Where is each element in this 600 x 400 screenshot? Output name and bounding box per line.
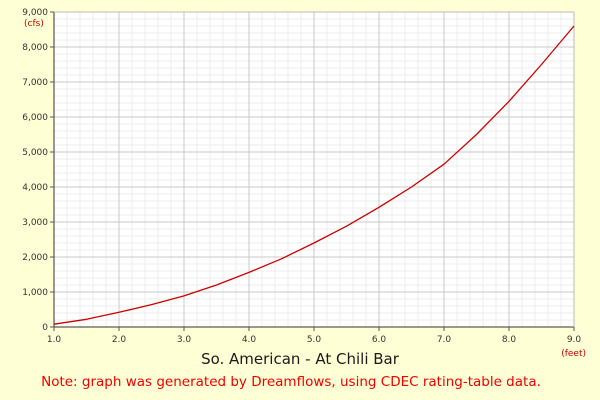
y-tick-label: 6,000	[22, 113, 48, 123]
x-tick-label: 1.0	[47, 335, 62, 345]
major-grid	[53, 11, 575, 328]
y-tick-label: 5,000	[22, 148, 48, 158]
x-axis-ticks: 1.0 2.0 3.0 4.0 5.0 6.0 7.0 8.0 9.0	[47, 327, 582, 345]
x-tick-label: 5.0	[307, 335, 322, 345]
x-tick-label: 3.0	[177, 335, 192, 345]
y-axis-label: (cfs)	[24, 19, 44, 29]
series-line	[53, 25, 575, 325]
y-tick-label: 8,000	[22, 43, 48, 53]
y-tick-label: 9,000	[22, 8, 48, 18]
y-tick-label: 3,000	[22, 218, 48, 228]
y-tick-label: 4,000	[22, 183, 48, 193]
chart-note: Note: graph was generated by Dreamflows,…	[41, 374, 541, 390]
y-tick-label: 1,000	[22, 288, 48, 298]
x-tick-label: 7.0	[437, 335, 452, 345]
x-tick-label: 6.0	[372, 335, 387, 345]
y-tick-label: 2,000	[22, 253, 48, 263]
x-axis-label: (feet)	[561, 349, 586, 359]
x-tick-label: 8.0	[502, 335, 517, 345]
series-group	[53, 25, 575, 325]
y-tick-label: 0	[42, 323, 48, 333]
x-tick-label: 2.0	[112, 335, 127, 345]
x-tick-label: 4.0	[242, 335, 257, 345]
x-tick-label: 9.0	[567, 335, 582, 345]
y-tick-label: 7,000	[22, 78, 48, 88]
y-axis-ticks: 0 1,000 2,000 3,000 4,000 5,000 6,000 7,000 8,00…	[22, 8, 54, 333]
chart-title: So. American - At Chili Bar	[201, 350, 400, 368]
